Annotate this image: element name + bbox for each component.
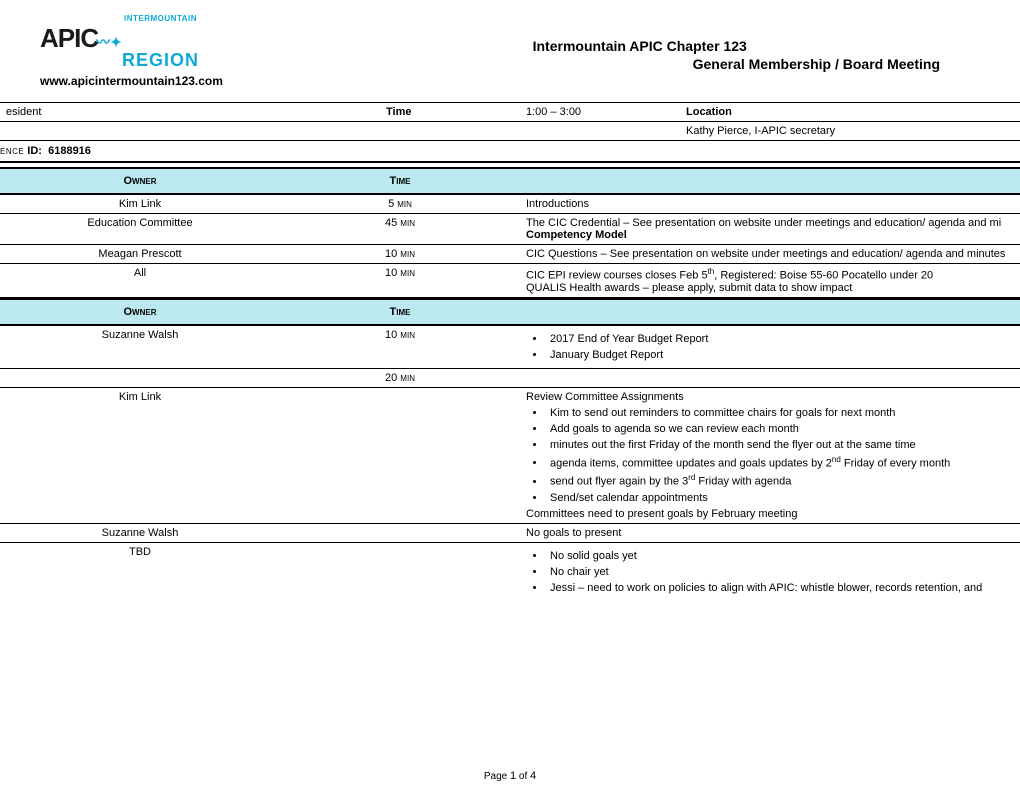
row-owner: Kim Link [0, 194, 280, 214]
agenda-row: Suzanne Walsh No goals to present [0, 523, 1020, 542]
conf-id-prefix: ence [0, 145, 24, 157]
meta-left-frag: esident [0, 103, 380, 122]
bullet-item: Add goals to agenda so we can review eac… [546, 423, 1014, 435]
row-topic-foot: Committees need to present goals by Febr… [526, 508, 1014, 520]
agenda-row: Meagan Prescott 10 min CIC Questions – S… [0, 245, 1020, 264]
row-topic: 2017 End of Year Budget Report January B… [520, 325, 1020, 369]
meta-location-label: Location [680, 103, 1020, 122]
row-topic: Introductions [520, 194, 1020, 214]
row-time: 10 min [280, 325, 520, 369]
row-topic: No solid goals yet No chair yet Jessi – … [520, 542, 1020, 601]
col-topic [520, 168, 1020, 194]
doc-title: Intermountain APIC Chapter 123 [533, 38, 940, 54]
row-owner: Suzanne Walsh [0, 325, 280, 369]
agenda-row: Kim Link 5 min Introductions [0, 194, 1020, 214]
agenda-section-2: Owner Time Suzanne Walsh 10 min 2017 End… [0, 298, 1020, 601]
agenda-section-1: Owner Time Kim Link 5 min Introductions … [0, 167, 1020, 298]
bullet-item: No solid goals yet [546, 550, 1014, 562]
page-footer: Page 1 of 4 [0, 770, 1020, 782]
meta-secretary: Kathy Pierce, I-APIC secretary [680, 122, 1020, 141]
meta-time-label: Time [380, 103, 520, 122]
row-time: 10 min [280, 245, 520, 264]
row-topic: No goals to present [520, 523, 1020, 542]
doc-titles: Intermountain APIC Chapter 123 General M… [533, 14, 1000, 72]
col-time: Time [280, 299, 520, 325]
row-time: 10 min [280, 264, 520, 298]
bullet-item: agenda items, committee updates and goal… [546, 455, 1014, 470]
agenda-row: All 10 min CIC EPI review courses closes… [0, 264, 1020, 298]
row-owner: TBD [0, 542, 280, 601]
row-topic: CIC EPI review courses closes Feb 5th, R… [520, 264, 1020, 298]
agenda-row: Suzanne Walsh 10 min 2017 End of Year Bu… [0, 325, 1020, 369]
bullet-item: send out flyer again by the 3rd Friday w… [546, 473, 1014, 488]
logo-supertitle: INTERMOUNTAIN [124, 14, 260, 23]
doc-subtitle: General Membership / Board Meeting [693, 56, 940, 72]
bullet-item: minutes out the first Friday of the mont… [546, 439, 1014, 451]
bullet-item: No chair yet [546, 566, 1014, 578]
agenda-row: 20 min [0, 368, 1020, 387]
col-owner: Owner [0, 299, 280, 325]
row-topic: Review Committee Assignments Kim to send… [520, 387, 1020, 523]
agenda-row: TBD No solid goals yet No chair yet Jess… [0, 542, 1020, 601]
page-header: INTERMOUNTAIN APIC 〰︎✦ REGION Intermount… [0, 0, 1020, 88]
row-owner: Meagan Prescott [0, 245, 280, 264]
conf-id-value: 6188916 [48, 145, 91, 157]
logo-swoosh-icon: 〰︎✦ [96, 32, 122, 52]
bullet-item: Jessi – need to work on policies to alig… [546, 582, 1014, 594]
row-topic: CIC Questions – See presentation on webs… [520, 245, 1020, 264]
row-time: 20 min [280, 368, 520, 387]
bullet-item: 2017 End of Year Budget Report [546, 333, 1014, 345]
row-owner: Suzanne Walsh [0, 523, 280, 542]
col-owner: Owner [0, 168, 280, 194]
org-logo: INTERMOUNTAIN APIC 〰︎✦ REGION [40, 14, 260, 66]
meta-time-value: 1:00 – 3:00 [520, 103, 680, 122]
bullet-item: Kim to send out reminders to committee c… [546, 407, 1014, 419]
org-url: www.apicintermountain123.com [40, 74, 1000, 88]
row-time: 5 min [280, 194, 520, 214]
conf-id-label: ID: [27, 145, 42, 157]
row-topic: The CIC Credential – See presentation on… [520, 214, 1020, 245]
col-topic [520, 299, 1020, 325]
row-owner: Kim Link [0, 387, 280, 523]
bullet-item: January Budget Report [546, 349, 1014, 361]
row-topic-head: Review Committee Assignments [526, 391, 1014, 403]
row-owner: Education Committee [0, 214, 280, 245]
col-time: Time [280, 168, 520, 194]
meeting-meta-table: esident Time 1:00 – 3:00 Location Kathy … [0, 102, 1020, 163]
logo-wordmark: APIC [40, 23, 98, 54]
agenda-row: Kim Link Review Committee Assignments Ki… [0, 387, 1020, 523]
row-owner: All [0, 264, 280, 298]
agenda-row: Education Committee 45 min The CIC Crede… [0, 214, 1020, 245]
bullet-item: Send/set calendar appointments [546, 492, 1014, 504]
row-time: 45 min [280, 214, 520, 245]
logo-region: REGION [122, 50, 260, 71]
